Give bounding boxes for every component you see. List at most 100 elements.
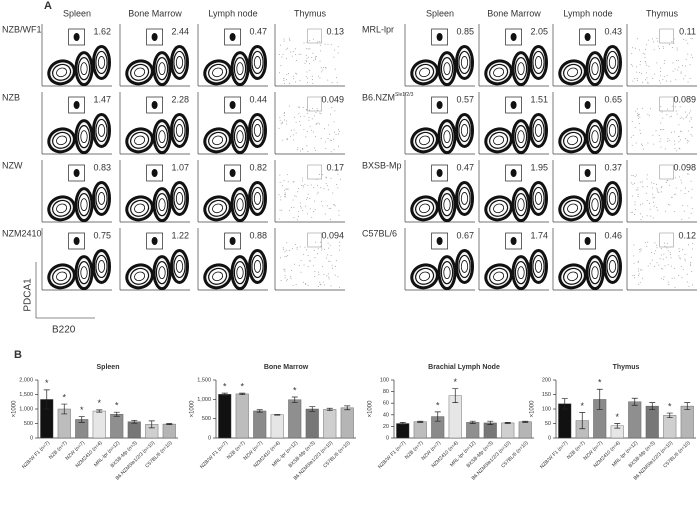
event-dot xyxy=(306,41,308,43)
event-dot xyxy=(316,193,318,195)
event-dot xyxy=(663,62,665,64)
error-bar xyxy=(61,403,68,415)
contour xyxy=(212,203,224,214)
event-dot xyxy=(298,264,300,266)
event-dot xyxy=(321,71,323,73)
event-dot xyxy=(334,49,336,51)
flow-plot: 0.85 xyxy=(404,24,475,87)
event-dot xyxy=(680,72,682,74)
event-dot xyxy=(279,116,281,118)
error-bar xyxy=(256,409,263,413)
event-dot xyxy=(319,77,321,79)
event-dot xyxy=(314,149,316,151)
event-dot xyxy=(673,211,675,213)
gate xyxy=(68,96,85,114)
event-dot xyxy=(327,254,329,256)
event-dot xyxy=(648,202,650,204)
event-dot xyxy=(322,69,324,71)
event-dot xyxy=(308,63,310,65)
event-dot xyxy=(668,139,670,141)
contour xyxy=(236,198,244,212)
event-dot xyxy=(689,263,691,265)
flow-plot: 1.07 xyxy=(119,160,190,223)
event-dot xyxy=(688,217,690,219)
y-tick-label: 20 xyxy=(383,424,389,430)
y-tick-label: 2,000 xyxy=(19,377,33,383)
event-dot xyxy=(669,116,671,118)
event-dot xyxy=(682,65,684,67)
event-dot xyxy=(313,147,315,149)
event-dot xyxy=(305,76,307,78)
event-dot xyxy=(666,247,668,249)
event-dot xyxy=(315,241,317,243)
event-dot xyxy=(637,274,639,276)
event-dot xyxy=(278,194,280,196)
event-dot xyxy=(636,79,638,81)
contour xyxy=(608,260,617,273)
event-dot xyxy=(659,70,661,72)
error-bar xyxy=(78,416,85,423)
event-dot xyxy=(665,256,667,258)
contour xyxy=(212,135,224,146)
event-dot xyxy=(302,184,304,186)
event-dot xyxy=(646,64,648,66)
event-dot xyxy=(324,43,326,45)
gate-percentage: 0.44 xyxy=(249,94,267,104)
event-dot xyxy=(630,136,632,138)
event-dot xyxy=(285,57,287,59)
event-dot xyxy=(280,123,282,125)
gate-percentage: 0.85 xyxy=(456,26,474,36)
event-dot xyxy=(311,56,313,58)
gated-population xyxy=(151,33,158,41)
event-dot xyxy=(690,180,692,182)
event-dot xyxy=(646,215,648,217)
event-dot xyxy=(688,140,690,142)
event-dot xyxy=(338,245,340,247)
error-bar xyxy=(309,406,316,412)
row-label: NZB/WF1 xyxy=(2,24,42,34)
gated-population xyxy=(510,33,517,41)
event-dot xyxy=(325,148,327,150)
contour xyxy=(236,62,244,76)
event-dot xyxy=(637,260,639,262)
gate xyxy=(307,96,322,112)
event-dot xyxy=(682,205,684,207)
event-dot xyxy=(682,268,684,270)
event-dot xyxy=(666,180,668,182)
event-dot xyxy=(311,129,313,131)
contour xyxy=(443,198,451,212)
event-dot xyxy=(651,259,653,261)
event-dot xyxy=(337,52,339,54)
row-label: B6.NZMSle1/2/3 xyxy=(362,92,414,102)
event-dot xyxy=(634,204,636,206)
bar xyxy=(501,422,515,439)
event-dot xyxy=(670,265,672,267)
column-header: Spleen xyxy=(63,8,91,18)
event-dot xyxy=(331,140,333,142)
event-dot xyxy=(295,54,297,56)
event-dot xyxy=(684,75,686,77)
event-dot xyxy=(634,126,636,128)
event-dot xyxy=(637,270,639,272)
event-dot xyxy=(326,275,328,277)
event-dot xyxy=(339,178,341,180)
event-dot xyxy=(331,82,333,84)
flow-plot: 1.47 xyxy=(41,92,112,155)
event-dot xyxy=(312,131,314,133)
event-dot xyxy=(652,77,654,79)
event-dot xyxy=(656,187,658,189)
error-bar xyxy=(43,389,50,410)
event-dot xyxy=(281,209,283,211)
event-dot xyxy=(678,255,680,257)
event-dot xyxy=(670,80,672,82)
event-dot xyxy=(333,204,335,206)
flow-plot: 0.13 xyxy=(274,24,345,87)
event-dot xyxy=(653,49,655,51)
event-dot xyxy=(291,270,293,272)
contour xyxy=(534,260,543,273)
event-dot xyxy=(317,122,319,124)
event-dot xyxy=(688,286,690,288)
y-tick-label: 1,000 xyxy=(197,397,211,403)
event-dot xyxy=(656,247,658,249)
event-dot xyxy=(631,174,633,176)
